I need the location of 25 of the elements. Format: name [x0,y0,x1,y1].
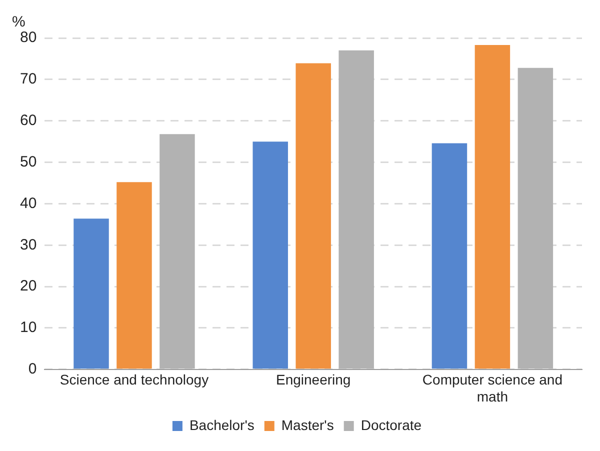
y-tick-label: 30 [20,236,37,254]
x-tick-label: Engineering [276,372,351,388]
bar [252,142,288,369]
legend-label: Master's [281,416,334,433]
bar [432,143,468,369]
x-tick-label: Science and technology [60,372,209,388]
y-tick-label: 60 [20,112,37,129]
y-tick-label: 80 [20,29,37,46]
y-tick-label: 20 [20,278,37,295]
bar [474,45,510,369]
y-tick-label: 10 [20,319,37,336]
y-tick-label: 70 [20,70,37,88]
y-tick-label: 40 [20,194,37,212]
y-tick-label: 50 [20,153,37,170]
y-axis-title: % [12,14,26,31]
bar [74,218,109,369]
x-tick-label: Computer science and math [422,372,562,404]
bar [160,134,195,369]
bar [518,68,554,369]
legend-label: Bachelor's [189,416,254,433]
bar [296,63,331,369]
bar [338,50,374,369]
y-tick-label: 0 [28,360,37,378]
legend-label: Doctorate [360,416,422,433]
bar [116,182,152,369]
